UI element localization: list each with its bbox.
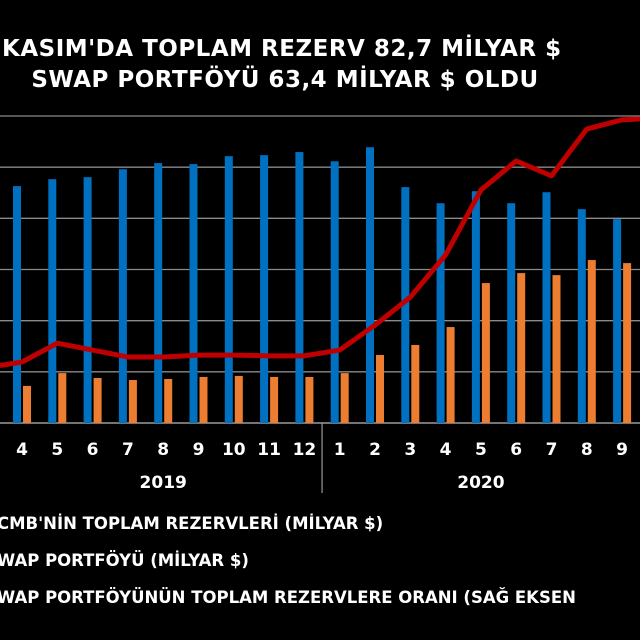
x-tick-label: 9: [616, 440, 628, 460]
x-tick-label: 5: [51, 440, 63, 460]
bar-swap: [411, 344, 420, 423]
bar-swap: [376, 354, 384, 423]
bar-reserves: [260, 155, 269, 423]
bar-swap: [164, 378, 173, 423]
year-label: 2020: [457, 473, 504, 493]
x-tick-label: 7: [546, 440, 558, 460]
x-tick-label: 6: [510, 440, 522, 460]
bar-swap: [587, 260, 596, 423]
chart-title-line2: SWAP PORTFÖYÜ 63,4 MİLYAR $ OLDU: [31, 67, 539, 93]
bar-reserves: [471, 191, 480, 423]
x-tick-label: 4: [16, 440, 28, 460]
legend-ratio: WAP PORTFÖYÜNÜN TOPLAM REZERVLERE ORANI …: [0, 588, 576, 607]
bar-reserves: [154, 163, 163, 423]
bar-reserves: [48, 179, 57, 423]
bar-swap: [23, 385, 31, 423]
bar-swap: [270, 376, 279, 423]
bar-swap: [623, 263, 632, 423]
bar-reserves: [330, 161, 339, 423]
x-tick-label: 2: [369, 440, 381, 460]
x-tick-label: 7: [122, 440, 134, 460]
bar-reserves: [507, 203, 516, 423]
bar-swap: [446, 327, 455, 423]
x-tick-label: 12: [293, 440, 317, 460]
bar-reserves: [295, 152, 304, 423]
x-tick-label: 3: [404, 440, 416, 460]
bar-reserves: [436, 203, 445, 423]
x-tick-label: 11: [257, 440, 281, 460]
x-tick-label: 10: [222, 440, 246, 460]
x-tick-label: 8: [581, 440, 593, 460]
bar-swap: [305, 376, 314, 423]
year-label: 2019: [140, 473, 187, 493]
bar-reserves: [224, 156, 233, 423]
bar-reserves: [542, 192, 551, 423]
x-tick-label: 6: [87, 440, 99, 460]
bar-swap: [481, 283, 490, 423]
x-tick-label: 9: [193, 440, 205, 460]
bar-swap: [517, 273, 526, 423]
bar-reserves: [577, 209, 586, 423]
x-tick-label: 4: [440, 440, 452, 460]
bar-reserves: [366, 147, 374, 423]
x-tick-label: 8: [157, 440, 169, 460]
bar-reserves: [118, 169, 127, 423]
bar-swap: [199, 376, 208, 423]
legend-reserves: CMB'NİN TOPLAM REZERVLERİ (MİLYAR $): [0, 514, 384, 533]
bar-reserves: [83, 177, 92, 423]
bar-swap: [234, 375, 243, 423]
bar-reserves: [189, 164, 198, 423]
bar-reserves: [613, 219, 622, 423]
legend-swap: WAP PORTFÖYÜ (MİLYAR $): [0, 551, 249, 570]
bar-swap: [58, 373, 67, 423]
bar-swap: [340, 373, 349, 423]
x-tick-label: 5: [475, 440, 487, 460]
bar-reserves: [13, 186, 21, 423]
bar-swap: [93, 377, 102, 423]
chart-title-line1: KASIM'DA TOPLAM REZERV 82,7 MİLYAR $: [2, 36, 562, 62]
bar-swap: [128, 380, 137, 423]
ratio-line: [0, 116, 640, 368]
x-tick-label: 1: [334, 440, 346, 460]
bar-swap: [552, 275, 561, 423]
bar-reserves: [401, 187, 410, 423]
